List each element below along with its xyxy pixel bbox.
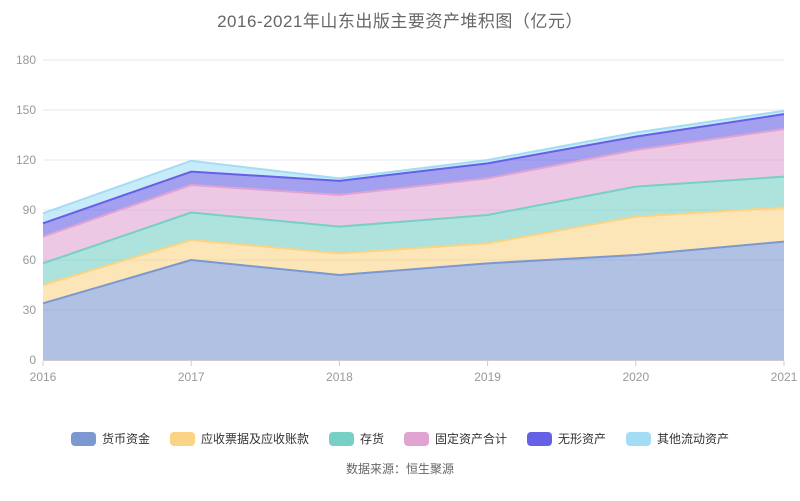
- x-axis-label: 2020: [622, 370, 649, 384]
- y-axis-label: 120: [16, 153, 36, 167]
- x-axis-label: 2016: [30, 370, 57, 384]
- stacked-area-货币资金: [43, 241, 784, 360]
- legend-label: 固定资产合计: [435, 432, 508, 446]
- legend-label: 其他流动资产: [657, 432, 730, 446]
- y-axis-label: 30: [23, 303, 37, 317]
- legend-swatch-icon: [527, 431, 553, 446]
- x-axis-label: 2021: [771, 370, 798, 384]
- series-line-其他流动资产: [42, 109, 785, 215]
- series-line-货币资金: [42, 240, 785, 305]
- legend-item-存货[interactable]: 存货: [328, 430, 384, 447]
- legend-item-无形资产[interactable]: 无形资产: [527, 430, 606, 447]
- legend-label: 货币资金: [101, 432, 150, 446]
- legend-label: 应收票据及应收账款: [200, 432, 309, 446]
- legend-item-固定资产合计[interactable]: 固定资产合计: [404, 430, 507, 447]
- legend-label: 无形资产: [558, 432, 607, 446]
- y-axis-label: 150: [16, 103, 36, 117]
- legend-swatch-icon: [169, 431, 195, 446]
- y-axis-label: 60: [23, 253, 37, 267]
- y-axis-label: 180: [16, 53, 36, 67]
- series-line-存货: [42, 175, 785, 265]
- x-axis-label: 2019: [474, 370, 501, 384]
- stacked-area-应收票据及应收账款: [43, 207, 784, 304]
- legend-swatch-icon: [70, 431, 96, 446]
- series-line-应收票据及应收账款: [42, 206, 785, 286]
- y-axis-label: 0: [29, 353, 36, 367]
- stacked-area-无形资产: [43, 114, 784, 237]
- stacked-area-固定资产合计: [43, 129, 784, 264]
- chart-title: 2016-2021年山东出版主要资产堆积图（亿元）: [217, 12, 583, 31]
- legend-item-货币资金[interactable]: 货币资金: [70, 430, 150, 447]
- y-axis-label: 90: [23, 203, 37, 217]
- legend-label: 存货: [359, 432, 384, 446]
- x-axis-label: 2018: [326, 370, 353, 384]
- legend-swatch-icon: [404, 431, 429, 446]
- legend-swatch-icon: [328, 431, 354, 446]
- series-line-无形资产: [42, 113, 785, 225]
- stacked-area-存货: [43, 176, 784, 285]
- stacked-area-plot: 0 30 60 90 120 150 180 2016 2017 2018 2019 2020 2021: [16, 53, 798, 384]
- series-line-固定资产合计: [42, 128, 785, 238]
- chart-legend: 货币资金 应收票据及应收账款 存货 固定资产合计 无形资产 其他流动资产: [0, 430, 800, 447]
- data-source-label: 数据来源：恒生聚源: [345, 462, 454, 476]
- x-axis-label: 2017: [178, 370, 205, 384]
- legend-item-应收票据及应收账款[interactable]: 应收票据及应收账款: [169, 430, 309, 447]
- legend-item-其他流动资产[interactable]: 其他流动资产: [626, 430, 729, 447]
- legend-swatch-icon: [626, 431, 652, 446]
